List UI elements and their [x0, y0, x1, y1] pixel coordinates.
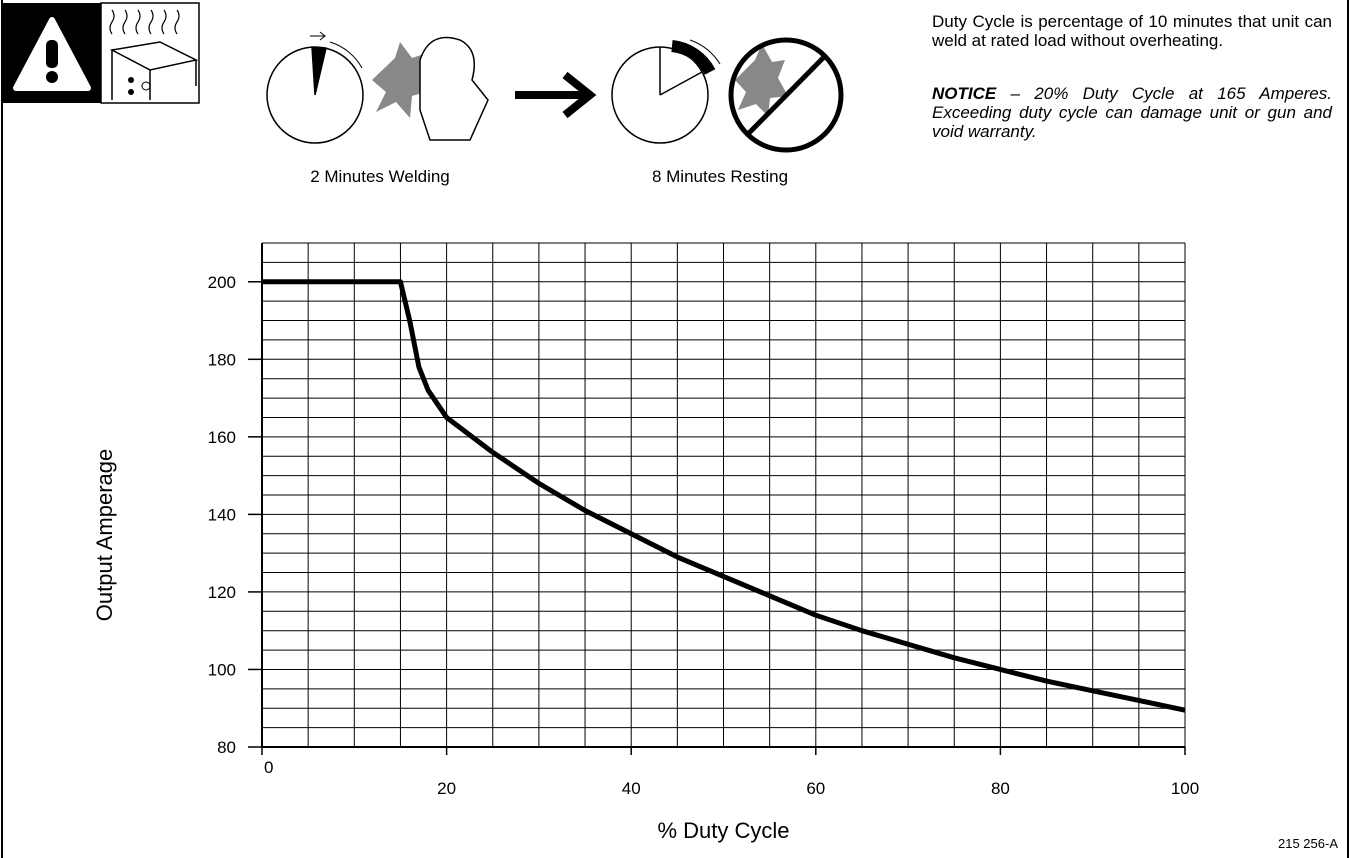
clock-resting — [612, 40, 720, 143]
figure-id: 215 256-A — [1278, 836, 1338, 851]
y-tick-label: 180 — [208, 350, 236, 369]
arrow — [515, 75, 590, 115]
page: 2 Minutes Welding 8 Minutes Resting 215 … — [0, 0, 1350, 858]
x-tick-label: 20 — [437, 779, 456, 798]
y-tick-label: 120 — [208, 583, 236, 602]
x-tick-label: 100 — [1171, 779, 1199, 798]
y-tick-label: 160 — [208, 428, 236, 447]
description: Duty Cycle is percentage of 10 minutes t… — [932, 12, 1332, 50]
y-axis-label: Output Amperage — [92, 449, 117, 621]
y-tick-label: 200 — [208, 273, 236, 292]
clock-welding — [267, 32, 363, 143]
notice-label: NOTICE — [932, 84, 996, 103]
caption: 2 Minutes Welding — [310, 167, 450, 186]
y-tick-label: 140 — [208, 505, 236, 524]
caption: 8 Minutes Resting — [652, 167, 788, 186]
x-axis-label: % Duty Cycle — [657, 818, 789, 843]
x-tick-label: 60 — [806, 779, 825, 798]
x-tick-label: 80 — [991, 779, 1010, 798]
x-tick-label: 0 — [264, 758, 273, 777]
notice: NOTICE – 20% Duty Cycle at 165 Amperes. … — [932, 84, 1332, 141]
y-tick-label: 80 — [217, 738, 236, 757]
welder-figure — [372, 38, 488, 141]
resting-figure — [731, 40, 841, 150]
x-tick-label: 40 — [622, 779, 641, 798]
y-tick-label: 100 — [208, 660, 236, 679]
